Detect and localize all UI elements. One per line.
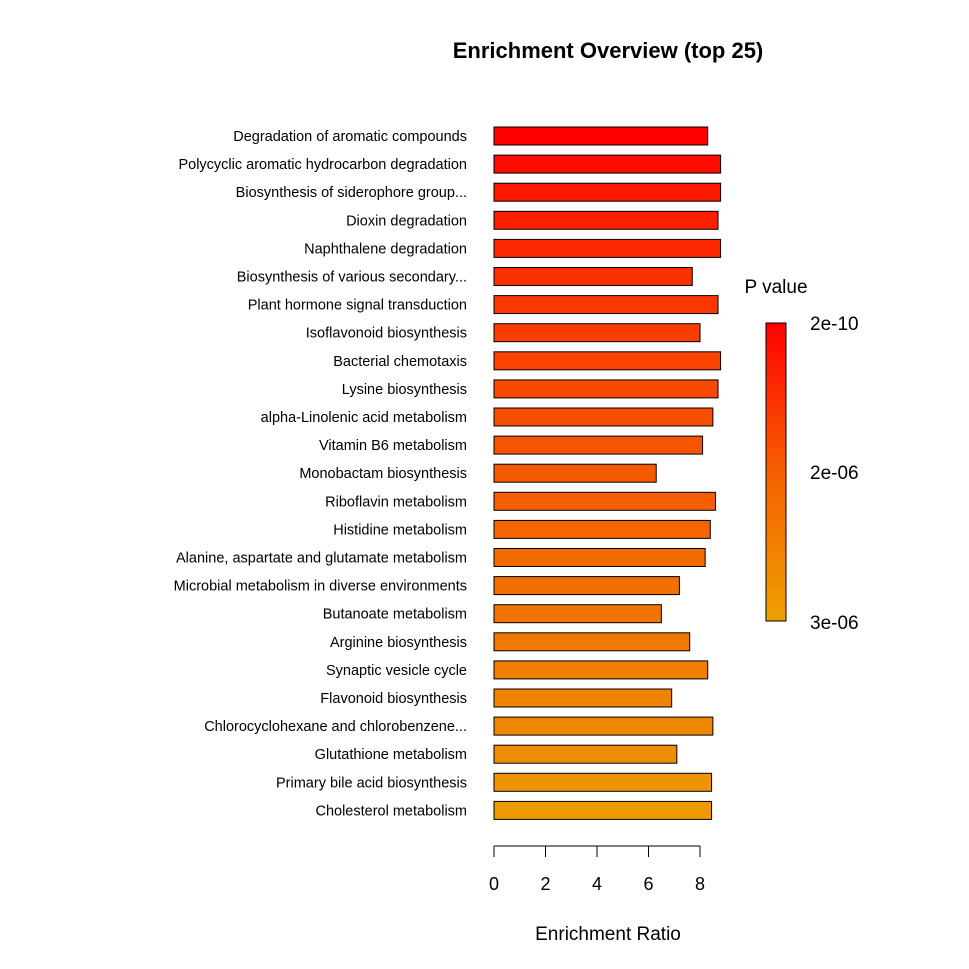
category-label: Glutathione metabolism bbox=[315, 747, 467, 763]
bar bbox=[493, 604, 662, 624]
bar bbox=[493, 182, 722, 202]
category-label: Dioxin degradation bbox=[346, 213, 467, 229]
bar bbox=[493, 435, 704, 455]
bar bbox=[493, 716, 714, 736]
category-label: Cholesterol metabolism bbox=[315, 803, 467, 819]
legend-tick-label: 2e-10 bbox=[810, 314, 859, 335]
x-axis: 0 2 4 6 8 bbox=[489, 845, 705, 894]
bar bbox=[493, 323, 701, 343]
category-label: Plant hormone signal transduction bbox=[248, 298, 467, 314]
category-label: Polycyclic aromatic hydrocarbon degradat… bbox=[178, 157, 467, 173]
legend-tick-label: 3e-06 bbox=[810, 613, 859, 634]
bar bbox=[493, 238, 722, 258]
bar bbox=[493, 744, 678, 764]
x-tick-label: 0 bbox=[489, 874, 499, 894]
category-label: Vitamin B6 metabolism bbox=[319, 438, 467, 454]
x-tick-label: 8 bbox=[695, 874, 705, 894]
category-label: Flavonoid biosynthesis bbox=[320, 691, 467, 707]
category-label-group: Degradation of aromatic compounds Polycyc… bbox=[174, 129, 467, 819]
bar bbox=[493, 154, 722, 174]
bar bbox=[493, 351, 722, 371]
bar bbox=[493, 267, 693, 286]
bar bbox=[493, 519, 711, 539]
category-label: Degradation of aromatic compounds bbox=[233, 129, 467, 145]
category-label: Butanoate metabolism bbox=[323, 607, 467, 623]
category-label: Chlorocyclohexane and chlorobenzene... bbox=[204, 719, 467, 735]
legend-title: P value bbox=[744, 277, 807, 298]
legend-tick-label: 2e-06 bbox=[810, 463, 859, 484]
bar bbox=[493, 126, 709, 146]
bar bbox=[493, 660, 709, 680]
category-label: Microbial metabolism in diverse environm… bbox=[174, 579, 467, 595]
bar-group bbox=[493, 126, 722, 820]
bar bbox=[493, 632, 691, 652]
x-tick-label: 2 bbox=[540, 874, 550, 894]
category-label: Isoflavonoid biosynthesis bbox=[306, 326, 467, 342]
bar bbox=[493, 688, 673, 708]
category-label: Biosynthesis of siderophore group... bbox=[236, 185, 467, 201]
category-label: alpha-Linolenic acid metabolism bbox=[261, 410, 467, 426]
bar bbox=[493, 548, 706, 567]
category-label: Synaptic vesicle cycle bbox=[326, 663, 467, 679]
bar bbox=[493, 800, 713, 820]
category-label: Alanine, aspartate and glutamate metabol… bbox=[176, 551, 467, 567]
category-label: Biosynthesis of various secondary... bbox=[237, 270, 467, 286]
bar bbox=[493, 295, 719, 315]
legend-color-bar bbox=[765, 322, 787, 622]
category-label: Lysine biosynthesis bbox=[342, 382, 467, 398]
chart-title: Enrichment Overview (top 25) bbox=[453, 38, 764, 63]
x-tick-label: 6 bbox=[643, 874, 653, 894]
category-label: Histidine metabolism bbox=[333, 522, 467, 538]
category-label: Primary bile acid biosynthesis bbox=[276, 775, 467, 791]
bar bbox=[493, 491, 716, 511]
bar bbox=[493, 772, 713, 792]
category-label: Riboflavin metabolism bbox=[325, 494, 467, 510]
category-label: Monobactam biosynthesis bbox=[299, 466, 467, 482]
x-axis-label: Enrichment Ratio bbox=[535, 924, 681, 945]
category-label: Naphthalene degradation bbox=[304, 241, 467, 257]
bar bbox=[493, 407, 714, 427]
bar bbox=[493, 379, 719, 399]
bar bbox=[493, 576, 680, 596]
x-tick-label: 4 bbox=[592, 874, 602, 894]
bar bbox=[493, 463, 657, 483]
category-label: Arginine biosynthesis bbox=[330, 635, 467, 651]
p-value-legend: P value 2e-10 2e-06 3e-06 bbox=[744, 277, 858, 634]
bar bbox=[493, 210, 719, 230]
category-label: Bacterial chemotaxis bbox=[333, 354, 467, 370]
